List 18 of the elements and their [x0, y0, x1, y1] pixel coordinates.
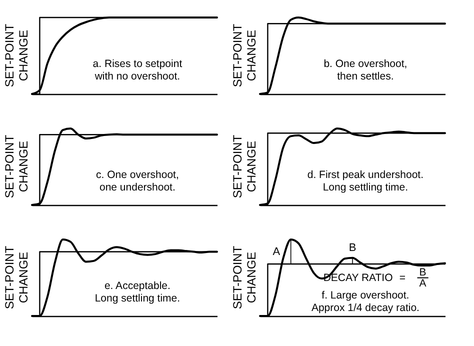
- y-axis-title: SET-POINT CHANGE: [2, 23, 30, 88]
- y-axis-title: SET-POINT CHANGE: [230, 134, 258, 198]
- annotation: c. One overshoot, one undershoot.: [96, 168, 179, 194]
- annotation: a. Rises to setpoint with no overshoot.: [92, 58, 182, 82]
- annotation: b. One overshoot, then settles.: [324, 58, 408, 82]
- y-axis-title: SET-POINT CHANGE: [2, 245, 30, 310]
- y-axis-title: SET-POINT CHANGE: [2, 134, 30, 198]
- annotation: d. First peak undershoot. Long settling time.: [307, 168, 424, 194]
- annotation: e. Acceptable. Long settling time.: [94, 280, 180, 304]
- annotation: =: [399, 272, 406, 284]
- annotation: B: [348, 242, 356, 254]
- y-axis-title: SET-POINT CHANGE: [230, 245, 258, 310]
- annotation: A: [419, 278, 426, 290]
- annotation: B: [419, 266, 426, 278]
- annotation: A: [272, 246, 281, 258]
- y-axis-title: SET-POINT CHANGE: [230, 23, 258, 88]
- annotation: DECAY RATIO: [323, 272, 393, 284]
- annotation: f. Large overshoot. Approx 1/4 decay ratio.: [311, 289, 420, 314]
